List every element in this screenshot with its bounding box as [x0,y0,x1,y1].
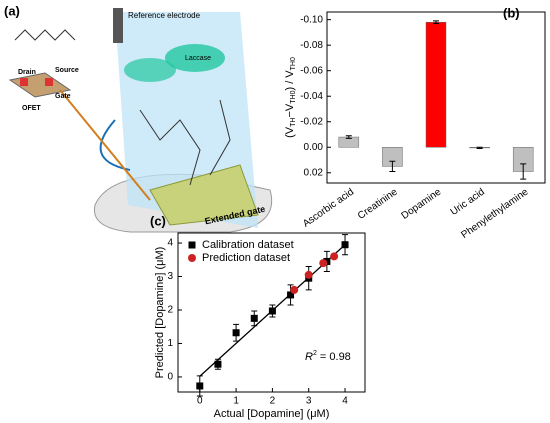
text-part: TH0 [290,57,297,70]
drain-pad [20,78,28,86]
text-part: (V [284,126,296,138]
point [268,307,276,315]
x-tick-label: Dopamine [400,186,444,221]
y-tick-label: 0.02 [304,167,324,178]
legend-marker [188,254,196,262]
point [196,382,204,390]
point [341,241,349,249]
diagram: (a) Reference electrode Drain Source Gat… [4,3,272,233]
text-part: R [305,351,313,363]
point [250,314,258,322]
x-tick-label: 0 [197,396,203,407]
error-bar [433,20,439,24]
error-bar [520,163,527,180]
error-bar [345,135,352,139]
diagram-label: OFET [22,105,41,112]
panel-label: (c) [150,213,166,228]
laccase-blob [124,58,176,82]
diagram-label: Gate [55,93,71,100]
electron-arrow [99,119,131,171]
wire [59,89,151,201]
point [287,291,295,299]
point [330,252,339,261]
text-part: TH [290,118,297,127]
error-bar [476,146,483,150]
text-part: 2 [313,350,317,357]
panel-label: (a) [4,3,20,18]
diagram-label: Reference electrode [128,11,201,20]
y-tick-label: -0.08 [300,40,323,51]
diagram-label: Drain [18,69,36,76]
x-tick-label: 1 [233,396,239,407]
extended-gate [149,164,259,226]
y-tick-label: 0 [167,372,173,383]
x-tick-label: Uric acid [449,187,487,218]
y-tick-label: -0.04 [300,91,323,102]
panel-label: (b) [503,5,520,20]
source-pad [45,78,53,86]
point [214,360,222,368]
bar [425,21,447,148]
text-part: ) / V [284,70,296,91]
y-tick-label: 4 [167,238,173,249]
y-axis-label: Predicted [Dopamine] (μM) [154,247,166,379]
polymer [14,29,76,41]
point [232,329,240,337]
error-bar [389,160,396,173]
text-part: TH0 [290,90,297,103]
point [319,259,328,268]
x-tick-label: 3 [306,396,312,407]
x-tick-label: 2 [270,396,276,407]
x-tick-label: 4 [342,396,348,407]
y-tick-label: -0.02 [300,116,323,127]
y-tick-label: 0.00 [304,142,324,153]
legend-marker [188,241,196,249]
point [304,270,313,279]
plot-frame [326,11,546,184]
y-tick-label: -0.10 [300,14,323,25]
diagram-label: Source [55,67,79,74]
annotation: R2 = 0.98 [305,350,351,363]
text-part: = 0.98 [317,351,351,363]
y-tick-label: 1 [167,338,173,349]
electrode [113,8,123,43]
text-part: −V [284,103,296,117]
y-tick-label: -0.06 [300,65,323,76]
x-axis-label: Actual [Dopamine] (μM) [214,408,330,420]
molecule [139,99,231,186]
y-tick-label: 3 [167,271,173,282]
diagram-label: Laccase [185,55,211,62]
x-tick-label: Creatinine [356,186,400,221]
legend-label: Calibration dataset [202,239,294,251]
laccase-blob [165,44,225,72]
point [290,285,299,294]
y-tick-label: 2 [167,305,173,316]
x-tick-label: Ascorbic acid [301,187,356,230]
legend-label: Prediction dataset [202,252,290,264]
y-axis-label: (VTH−VTH0) / VTH0 [284,57,297,138]
plot-frame [177,232,366,393]
